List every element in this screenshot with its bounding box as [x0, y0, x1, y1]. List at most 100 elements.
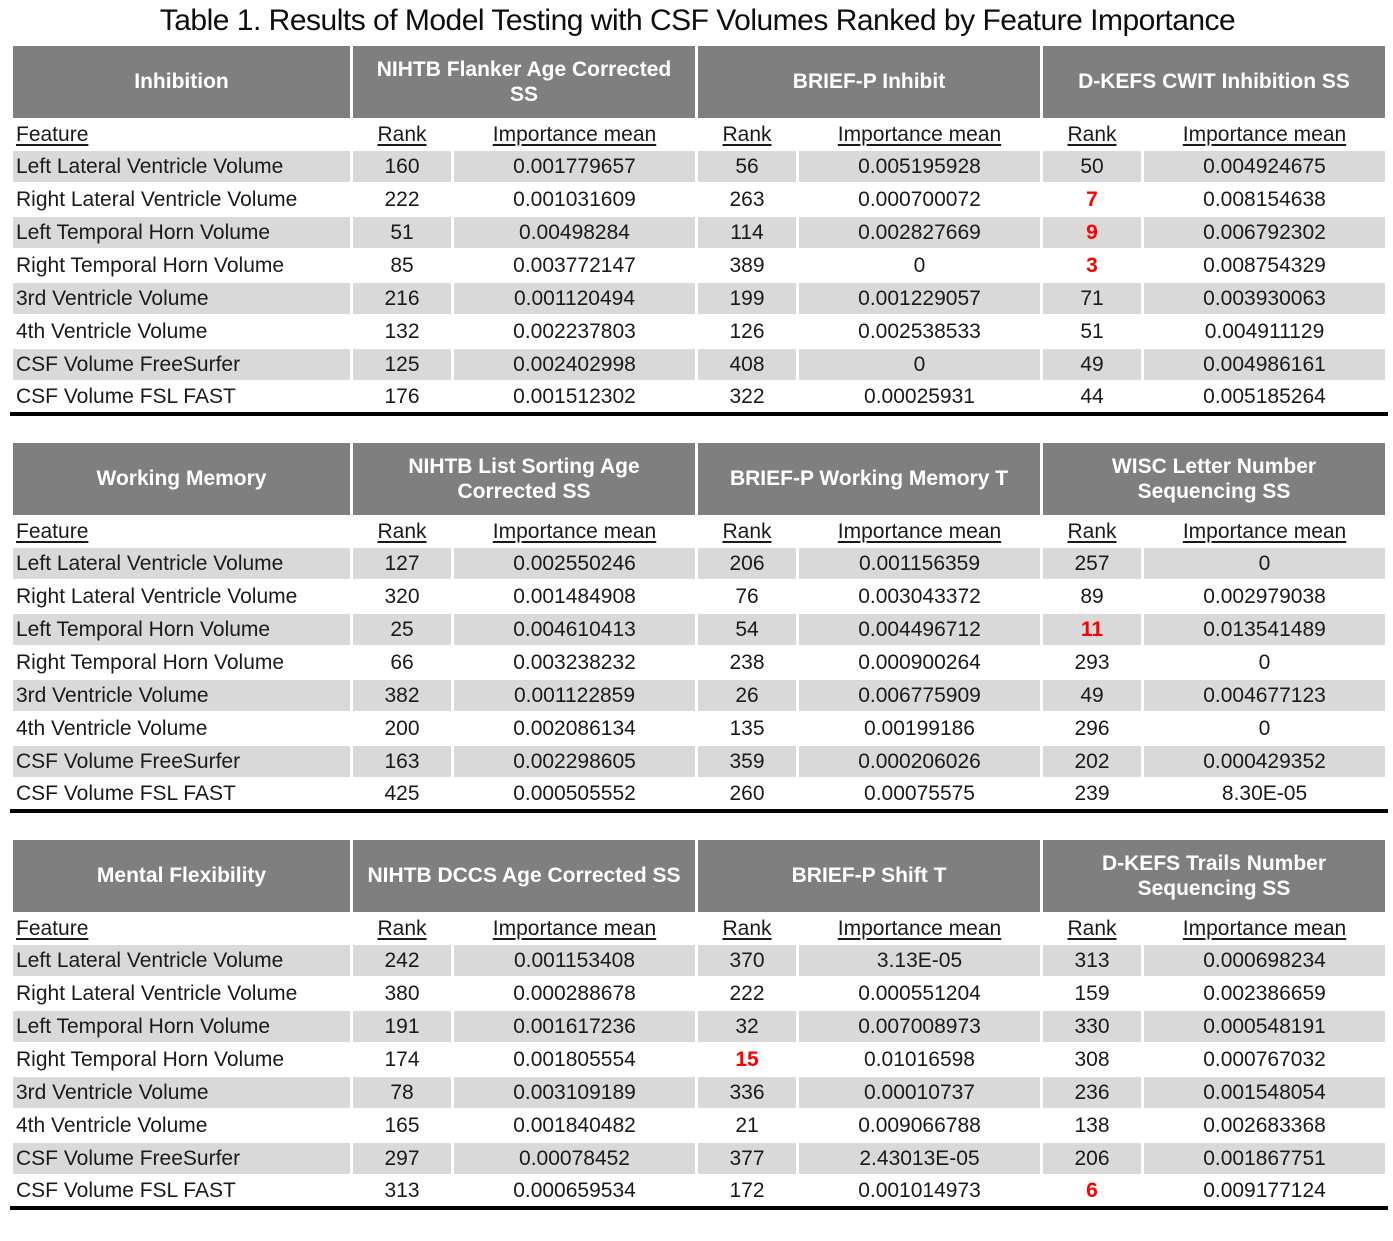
feature-data-row: Left Temporal Horn Volume 25 0.004610413 54…	[10, 612, 1389, 647]
importance-mean-cell: 0.008754329	[1141, 248, 1388, 283]
importance-mean-cell: 0.002298605	[450, 744, 699, 779]
importance-mean-cell: 0.009066788	[796, 1108, 1044, 1143]
rank-col-header: Rank	[695, 515, 800, 548]
feature-data-row: Right Temporal Horn Volume 85 0.003772147 3…	[10, 248, 1388, 283]
rank-cell: 260	[695, 777, 800, 812]
rank-cell: 132	[350, 314, 454, 349]
importance-col-header: Importance mean	[450, 912, 699, 945]
rank-cell: 202	[1040, 744, 1145, 779]
feature-cell: Left Lateral Ventricle Volume	[10, 546, 353, 581]
rank-cell: 313	[1040, 943, 1145, 978]
rank-cell: 114	[695, 215, 799, 250]
importance-col-header: Importance mean	[451, 118, 698, 151]
rank-cell: 49	[1040, 678, 1145, 713]
importance-mean-cell: 0.003772147	[451, 248, 698, 283]
importance-col-header: Importance mean	[1141, 515, 1389, 548]
feature-data-row: CSF Volume FSL FAST 425 0.000505552 260 0.00…	[10, 777, 1389, 812]
importance-mean-cell: 0	[1141, 711, 1389, 746]
importance-mean-cell: 8.30E-05	[1141, 777, 1389, 812]
rank-cell: 26	[695, 678, 800, 713]
importance-mean-cell: 0.000700072	[796, 182, 1043, 217]
rank-cell: 125	[350, 347, 454, 382]
measure-header: D-KEFS Trails Number Sequencing SS	[1040, 838, 1389, 914]
importance-mean-cell: 0.000505552	[450, 777, 699, 812]
feature-data-row: 4th Ventricle Volume 200 0.002086134 135 0.0…	[10, 711, 1389, 746]
measure-header: WISC Letter Number Sequencing SS	[1040, 441, 1389, 517]
feature-data-row: CSF Volume FSL FAST 313 0.000659534 172 0.00…	[10, 1174, 1389, 1209]
rank-cell: 85	[350, 248, 454, 283]
feature-col-header: Feature	[10, 515, 353, 548]
rank-cell: 336	[695, 1075, 800, 1110]
importance-mean-cell: 0.000767032	[1141, 1042, 1389, 1077]
importance-mean-cell: 0.002979038	[1141, 579, 1389, 614]
importance-mean-cell: 0.003238232	[450, 645, 699, 680]
rank-cell: 320	[350, 579, 454, 614]
importance-mean-cell: 0.000698234	[1141, 943, 1389, 978]
rank-cell: 3	[1040, 248, 1144, 283]
importance-mean-cell: 0.003043372	[796, 579, 1044, 614]
rank-cell: 206	[695, 546, 800, 581]
measure-header-row: Inhibition NIHTB Flanker Age Corrected S…	[10, 44, 1388, 120]
importance-mean-cell: 0.000288678	[450, 976, 699, 1011]
measure-header: NIHTB DCCS Age Corrected SS	[349, 838, 699, 914]
feature-data-row: CSF Volume FSL FAST 176 0.001512302 322 0.00…	[10, 380, 1388, 415]
rank-cell: 236	[1040, 1075, 1145, 1110]
importance-mean-cell: 0.002237803	[451, 314, 698, 349]
working-memory-table: Working Memory NIHTB List Sorting Age Co…	[10, 441, 1389, 813]
feature-cell: Right Temporal Horn Volume	[10, 248, 353, 283]
rank-cell: 51	[350, 215, 454, 250]
importance-mean-cell: 0.001014973	[796, 1174, 1044, 1209]
importance-mean-cell: 0.004986161	[1141, 347, 1388, 382]
rank-cell: 159	[1040, 976, 1145, 1011]
rank-cell: 7	[1040, 182, 1144, 217]
measure-header: D-KEFS CWIT Inhibition SS	[1040, 44, 1388, 120]
rank-cell: 165	[350, 1108, 454, 1143]
importance-mean-cell: 0.000548191	[1141, 1009, 1389, 1044]
importance-mean-cell: 0.003109189	[450, 1075, 699, 1110]
rank-cell: 174	[350, 1042, 454, 1077]
rank-cell: 32	[695, 1009, 800, 1044]
importance-mean-cell: 0.002683368	[1141, 1108, 1389, 1143]
feature-data-row: 4th Ventricle Volume 165 0.001840482 21 0.00…	[10, 1108, 1389, 1143]
importance-col-header: Importance mean	[450, 515, 699, 548]
rank-col-header: Rank	[695, 118, 799, 151]
rank-cell: 206	[1040, 1141, 1145, 1176]
importance-mean-cell: 0.00199186	[796, 711, 1044, 746]
importance-mean-cell: 0.000900264	[796, 645, 1044, 680]
importance-col-header: Importance mean	[796, 515, 1044, 548]
rank-col-header: Rank	[695, 912, 800, 945]
feature-cell: Right Lateral Ventricle Volume	[10, 182, 353, 217]
rank-cell: 263	[695, 182, 799, 217]
feature-data-row: 3rd Ventricle Volume 78 0.003109189 336 0.00…	[10, 1075, 1389, 1110]
column-header-row: Feature Rank Importance mean Rank Import…	[10, 515, 1389, 548]
measure-header-row: Mental Flexibility NIHTB DCCS Age Correc…	[10, 838, 1389, 914]
rank-cell: 308	[1040, 1042, 1145, 1077]
rank-cell: 50	[1040, 149, 1144, 184]
importance-mean-cell: 0.004911129	[1141, 314, 1388, 349]
rank-cell: 21	[695, 1108, 800, 1143]
feature-cell: CSF Volume FSL FAST	[10, 1174, 353, 1209]
feature-col-header: Feature	[10, 912, 353, 945]
feature-cell: CSF Volume FSL FAST	[10, 777, 353, 812]
importance-mean-cell: 0.009177124	[1141, 1174, 1389, 1209]
importance-mean-cell: 0.001840482	[450, 1108, 699, 1143]
rank-cell: 66	[350, 645, 454, 680]
importance-mean-cell: 0	[796, 347, 1043, 382]
feature-data-row: Right Temporal Horn Volume 66 0.003238232 2…	[10, 645, 1389, 680]
rank-cell: 296	[1040, 711, 1145, 746]
importance-mean-cell: 0.002086134	[450, 711, 699, 746]
rank-cell: 163	[350, 744, 454, 779]
rank-cell: 239	[1040, 777, 1145, 812]
importance-mean-cell: 0	[796, 248, 1043, 283]
feature-cell: 3rd Ventricle Volume	[10, 1075, 353, 1110]
importance-mean-cell: 0.000551204	[796, 976, 1044, 1011]
feature-data-row: Right Lateral Ventricle Volume 320 0.00148…	[10, 579, 1389, 614]
feature-cell: 4th Ventricle Volume	[10, 711, 353, 746]
importance-mean-cell: 0.000206026	[796, 744, 1044, 779]
rank-cell: 160	[350, 149, 454, 184]
feature-cell: CSF Volume FreeSurfer	[10, 744, 353, 779]
measure-header: NIHTB Flanker Age Corrected SS	[350, 44, 698, 120]
importance-mean-cell: 0.001120494	[451, 281, 698, 316]
rank-cell: 78	[350, 1075, 454, 1110]
